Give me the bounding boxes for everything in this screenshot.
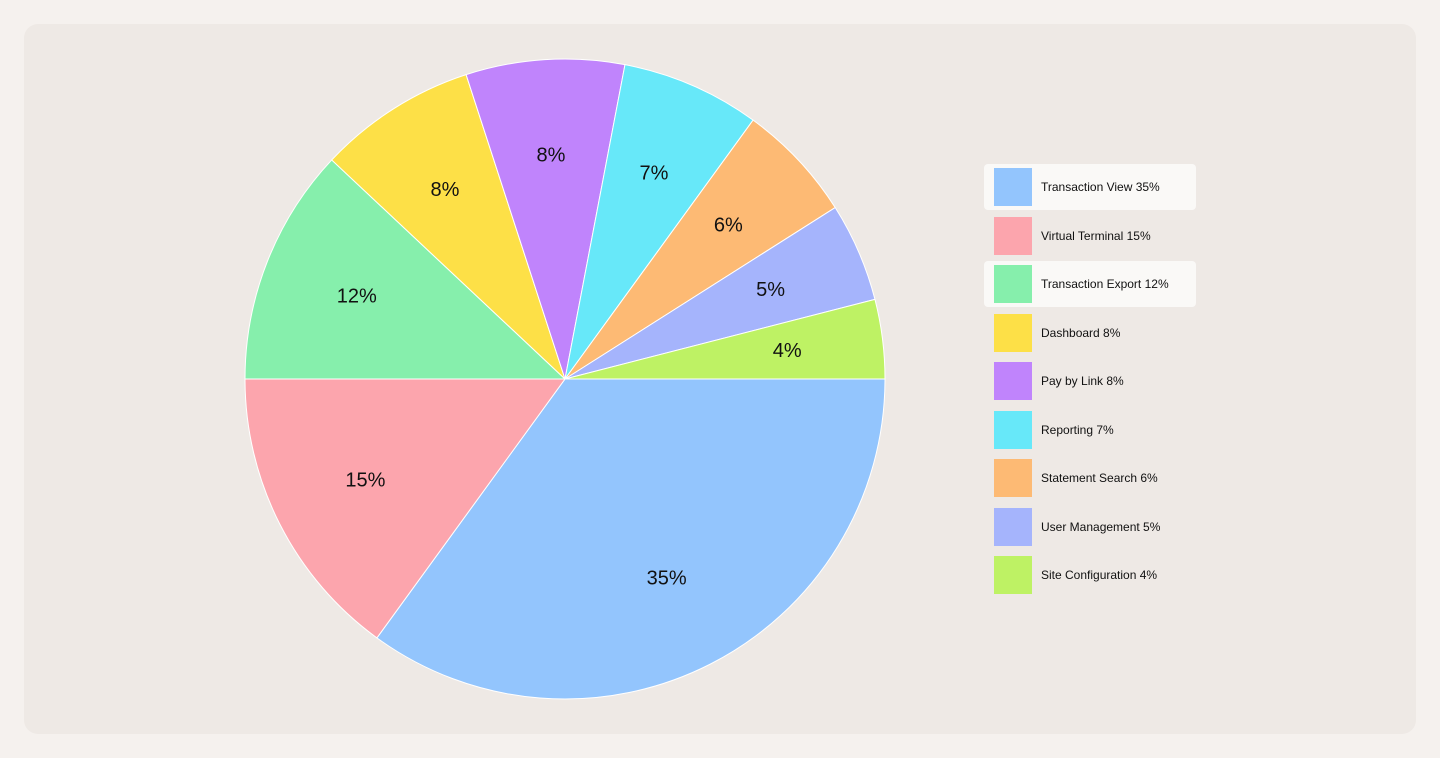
legend-label: Statement Search 6% — [1041, 471, 1158, 485]
slice-label: 8% — [536, 144, 565, 166]
legend-label: User Management 5% — [1041, 519, 1161, 534]
slice-label: 12% — [337, 286, 377, 308]
slice-label: 5% — [756, 279, 785, 301]
legend-item-transaction-export[interactable]: Transaction Export 12% — [984, 261, 1196, 307]
pie-slice-pay-by-link[interactable] — [465, 58, 626, 380]
legend-label: Transaction View 35% — [1041, 180, 1160, 194]
slice-label: 35% — [647, 568, 687, 590]
legend-swatch — [994, 168, 1032, 206]
legend-label: Virtual Terminal 15% — [1041, 228, 1151, 243]
slice-label: 8% — [431, 179, 460, 201]
legend-swatch — [994, 556, 1032, 594]
slice-label: 7% — [640, 162, 669, 184]
slice-label: 6% — [714, 215, 743, 237]
legend-item-user-management[interactable]: User Management 5% — [984, 504, 1196, 550]
legend-item-site-configuration[interactable]: Site Configuration 4% — [984, 552, 1196, 598]
chart-card: 35% 15% 12% 8% 8% 7% 6% 5% 4% Transaction View 3… — [24, 24, 1416, 734]
legend-swatch — [994, 507, 1032, 546]
slice-label: 4% — [773, 340, 802, 362]
legend-label: Site Configuration 4% — [1041, 568, 1158, 582]
legend-item-virtual-terminal[interactable]: Virtual Terminal 15% — [984, 213, 1196, 259]
legend-swatch — [994, 410, 1032, 449]
chart-legend: Transaction View 35% Virtual Terminal 15%… — [984, 164, 1196, 601]
pie-chart: 35% 15% 12% 8% 8% 7% 6% 5% 4% — [244, 58, 886, 700]
legend-swatch — [994, 459, 1032, 497]
slice-label: 15% — [345, 470, 385, 492]
legend-item-statement-search[interactable]: Statement Search 6% — [984, 455, 1196, 501]
legend-swatch — [994, 313, 1032, 352]
legend-swatch — [994, 216, 1032, 255]
pie-slice-virtual-terminal[interactable] — [244, 378, 566, 639]
legend-swatch — [994, 362, 1032, 400]
legend-item-dashboard[interactable]: Dashboard 8% — [984, 310, 1196, 356]
pie-slice-transaction-view[interactable] — [376, 378, 886, 700]
legend-item-pay-by-link[interactable]: Pay by Link 8% — [984, 358, 1196, 404]
pie-slice-reporting[interactable] — [564, 64, 754, 380]
legend-label: Transaction Export 12% — [1041, 277, 1169, 291]
legend-item-reporting[interactable]: Reporting 7% — [984, 407, 1196, 453]
legend-label: Pay by Link 8% — [1041, 374, 1124, 388]
pie-slice-transaction-export[interactable] — [244, 159, 567, 380]
legend-item-transaction-view[interactable]: Transaction View 35% — [984, 164, 1196, 210]
legend-label: Reporting 7% — [1041, 422, 1114, 437]
pie-slice-dashboard[interactable] — [331, 74, 566, 380]
legend-swatch — [994, 265, 1032, 303]
pie-slice-statement-search[interactable] — [564, 119, 836, 380]
legend-label: Dashboard 8% — [1041, 325, 1121, 340]
pie-slice-site-configuration[interactable] — [564, 298, 886, 380]
